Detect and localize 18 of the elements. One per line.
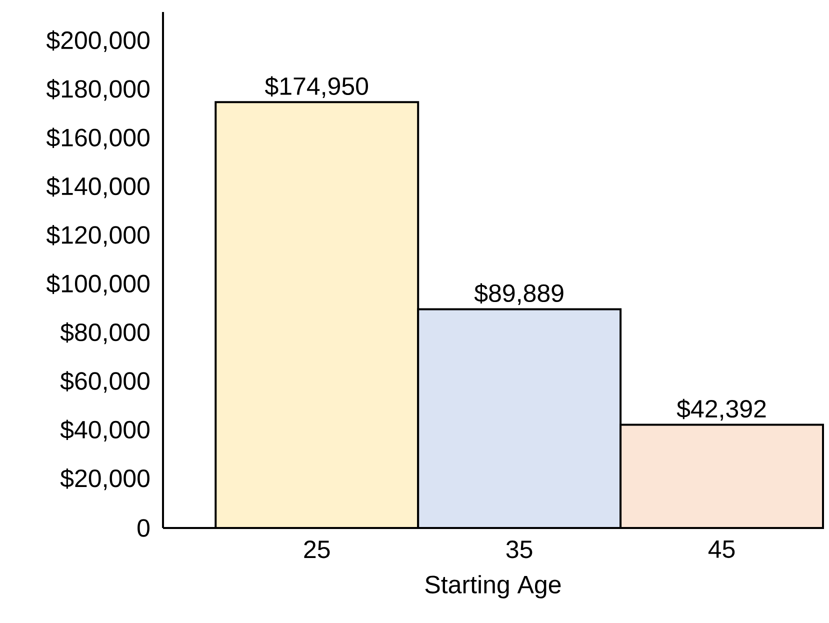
y-tick-label: 0 (138, 519, 150, 537)
y-tick-label: $20,000 (60, 468, 150, 490)
data-label: $42,392 (676, 398, 766, 421)
data-label: $89,889 (474, 283, 564, 306)
x-tick-label: 35 (506, 540, 532, 558)
y-tick-label: $80,000 (60, 322, 150, 344)
y-tick-label: $120,000 (46, 225, 150, 247)
y-tick-label: $60,000 (60, 371, 150, 393)
y-tick-label: $100,000 (46, 274, 150, 296)
x-tick-label: 25 (304, 540, 330, 558)
data-label: $174,950 (265, 76, 368, 98)
y-tick-label: $40,000 (60, 420, 150, 442)
y-tick-label: $180,000 (46, 79, 150, 101)
y-tick-label: $200,000 (46, 30, 150, 52)
x-axis-title: Starting Age (425, 575, 561, 598)
y-tick-label: $140,000 (46, 176, 150, 198)
y-tick-label: $160,000 (46, 128, 150, 150)
x-tick-label: 45 (708, 540, 735, 558)
